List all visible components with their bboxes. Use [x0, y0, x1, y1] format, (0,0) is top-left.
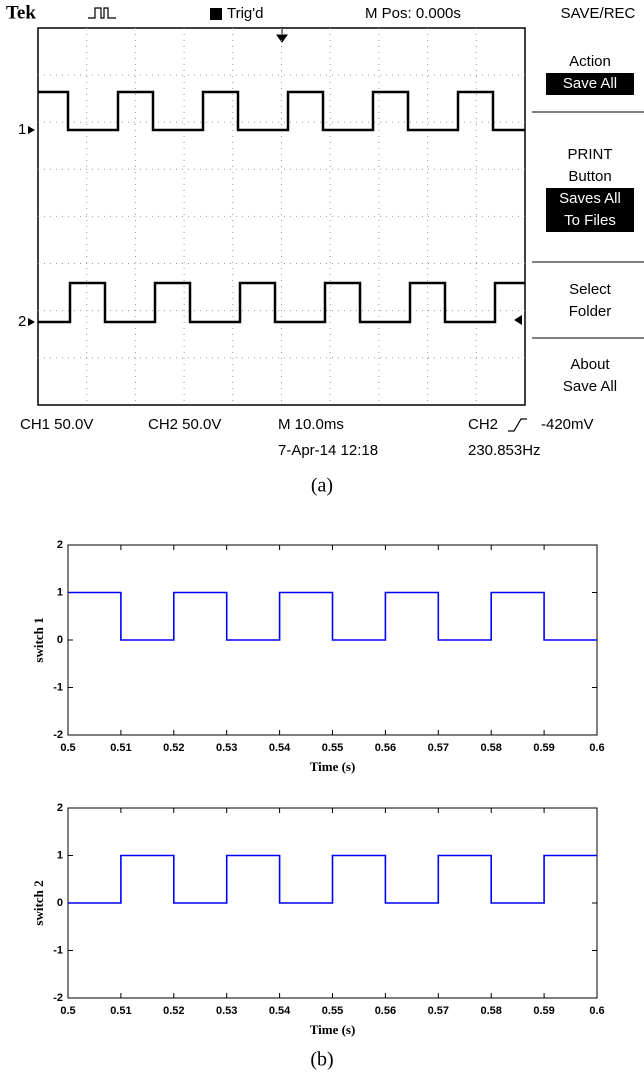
channel-marker: 1 — [18, 121, 26, 138]
x-axis-label: Time (s) — [310, 1022, 356, 1037]
x-tick-label: 0.53 — [216, 1005, 237, 1017]
side-menu: Action Save All PRINT Button Saves All To Fil… — [532, 53, 644, 395]
date: 7-Apr-14 12:18 — [278, 442, 378, 459]
menu-label: Select — [569, 281, 612, 298]
x-tick-label: 0.59 — [533, 1005, 554, 1017]
x-tick-label: 0.5 — [60, 742, 75, 754]
x-tick-label: 0.58 — [480, 742, 501, 754]
channel-arrow — [28, 126, 35, 134]
graticule — [38, 28, 525, 405]
x-tick-label: 0.6 — [589, 1005, 604, 1017]
x-tick-label: 0.54 — [269, 1005, 291, 1017]
y-tick-label: 2 — [57, 802, 63, 814]
ch1-readout: CH1 50.0V — [20, 416, 93, 433]
caption: (a) — [311, 475, 333, 497]
x-tick-label: 0.5 — [60, 1005, 75, 1017]
x-tick-label: 0.56 — [375, 742, 396, 754]
y-tick-label: -1 — [53, 944, 63, 956]
channel-marker: 2 — [18, 313, 26, 330]
menu-label: Folder — [569, 303, 612, 320]
y-axis-label: switch 2 — [31, 880, 46, 925]
x-tick-label: 0.56 — [375, 1005, 396, 1017]
y-tick-label: 0 — [57, 634, 63, 646]
menu-label: About — [570, 356, 610, 373]
y-tick-label: -2 — [53, 992, 63, 1004]
x-tick-label: 0.57 — [428, 742, 449, 754]
trigger-icon — [210, 8, 222, 20]
x-tick-label: 0.57 — [428, 1005, 449, 1017]
frequency: 230.853Hz — [468, 442, 541, 459]
menu-value: Saves All — [559, 190, 621, 207]
menu-value: Save All — [563, 75, 617, 92]
y-tick-label: 0 — [57, 897, 63, 909]
menu-label: Action — [569, 53, 611, 70]
x-tick-label: 0.6 — [589, 742, 604, 754]
trigger-state: Trig'd — [227, 5, 263, 22]
graticule-lines — [38, 28, 525, 405]
position: M Pos: 0.000s — [365, 5, 461, 22]
x-tick-label: 0.59 — [533, 742, 554, 754]
figure: Tek Trig'd M Pos: 0.000s SAVE/REC 1 2 Ac… — [0, 0, 644, 1079]
caption: (b) — [310, 1049, 333, 1071]
y-tick-label: -2 — [53, 729, 63, 741]
menu-label: Button — [568, 168, 611, 185]
x-tick-label: 0.51 — [110, 742, 131, 754]
trigger-level-marker — [514, 315, 522, 325]
pulse-icon — [88, 8, 116, 18]
x-tick-label: 0.51 — [110, 1005, 131, 1017]
menu-title: SAVE/REC — [561, 5, 636, 22]
y-tick-label: 1 — [57, 849, 63, 861]
slope-icon — [508, 419, 527, 431]
brand: Tek — [6, 2, 36, 23]
ch2-readout: CH2 50.0V — [148, 416, 221, 433]
channel-arrow — [28, 318, 35, 326]
x-tick-label: 0.58 — [480, 1005, 501, 1017]
y-axis-label: switch 1 — [31, 617, 46, 662]
trigger-level: -420mV — [541, 416, 594, 433]
timebase: M 10.0ms — [278, 416, 344, 433]
y-tick-label: 1 — [57, 586, 63, 598]
menu-label: Save All — [563, 378, 617, 395]
trigger-source: CH2 — [468, 416, 498, 433]
menu-label: PRINT — [568, 146, 613, 163]
x-tick-label: 0.55 — [322, 742, 343, 754]
x-tick-label: 0.55 — [322, 1005, 343, 1017]
x-tick-label: 0.53 — [216, 742, 237, 754]
x-tick-label: 0.52 — [163, 742, 184, 754]
x-axis-label: Time (s) — [310, 759, 356, 774]
x-tick-label: 0.52 — [163, 1005, 184, 1017]
y-tick-label: 2 — [57, 539, 63, 551]
y-tick-label: -1 — [53, 681, 63, 693]
menu-value: To Files — [564, 212, 616, 229]
x-tick-label: 0.54 — [269, 742, 291, 754]
oscilloscope: Tek Trig'd M Pos: 0.000s SAVE/REC 1 2 Ac… — [6, 2, 644, 459]
